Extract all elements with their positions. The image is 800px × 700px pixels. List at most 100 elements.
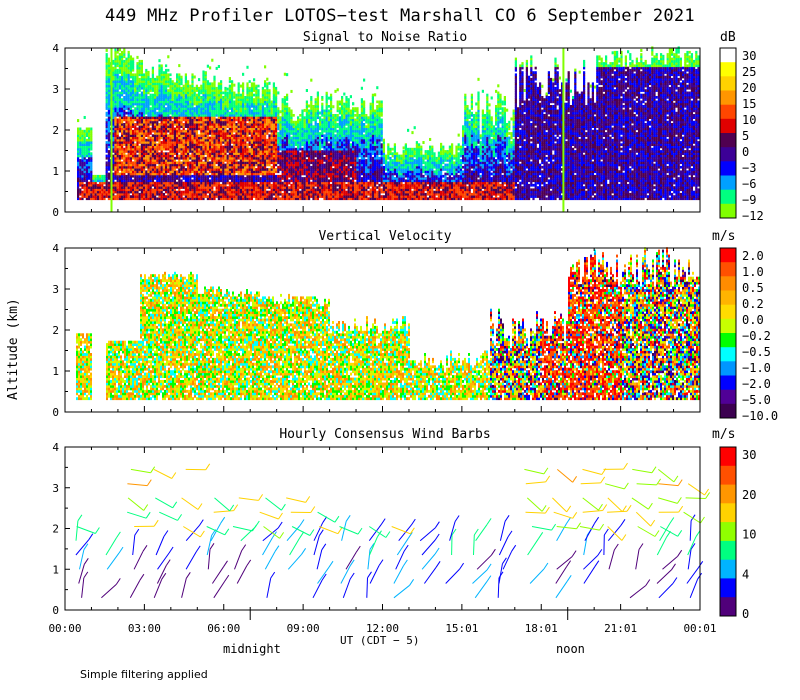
colorbar-1-label-0: 30 (742, 49, 756, 63)
x-tick-label-4: 12:00 (366, 622, 399, 635)
colorbar-1-label-4: 10 (742, 113, 756, 127)
y-tick-label-1-4: 4 (52, 42, 59, 55)
colorbar-2-label-0: 2.0 (742, 249, 764, 263)
colorbar-1-label-10: −12 (742, 209, 764, 223)
colorbar-2-label-10: −10.0 (742, 409, 778, 423)
x-tick-label-0: 00:00 (48, 622, 81, 635)
y-tick-label-2-3: 3 (52, 283, 59, 296)
colorbar-2-swatch-2 (720, 276, 736, 291)
colorbar-1-label-2: 20 (742, 81, 756, 95)
y-tick-label-3-0: 0 (52, 604, 59, 617)
y-tick-label-1-1: 1 (52, 165, 59, 178)
colorbar-1-swatch-2 (720, 76, 736, 91)
colorbar-1-label-8: −6 (742, 177, 756, 191)
colorbar-frame-3 (719, 446, 737, 617)
local-label-midnight: midnight (223, 642, 281, 656)
y-tick-label-1-0: 0 (52, 206, 59, 219)
colorbar-2-label-7: −1.0 (742, 361, 771, 375)
y-tick-label-2-0: 0 (52, 406, 59, 419)
colorbar-1-swatch-4 (720, 104, 736, 120)
colorbar-frame-1 (719, 47, 737, 219)
footnote: Simple filtering applied (80, 668, 208, 681)
x-tick-label-6: 18:01 (525, 622, 558, 635)
colorbar-2-swatch-10 (720, 389, 736, 405)
colorbar-3-label-4: 0 (742, 607, 749, 621)
colorbar-1-swatch-11 (720, 203, 736, 219)
colorbar-3-swatch-7 (720, 578, 736, 598)
colorbar-1-label-6: 0 (742, 145, 749, 159)
colorbar-2-label-3: 0.2 (742, 297, 764, 311)
y-tick-label-1-2: 2 (52, 124, 59, 137)
chart-title: 449 MHz Profiler LOTOS−test Marshall CO … (0, 6, 800, 26)
x-tick-label-1: 03:00 (128, 622, 161, 635)
wind-barbs (75, 462, 711, 599)
unit-snr: dB (720, 30, 736, 45)
colorbar-3-label-2: 10 (742, 528, 756, 542)
colorbar-2-swatch-9 (720, 375, 736, 391)
colorbar-2-swatch-5 (720, 318, 736, 334)
colorbar-2-label-2: 0.5 (742, 281, 764, 295)
y-tick-label-2-1: 1 (52, 365, 59, 378)
colorbar-1-swatch-9 (720, 175, 736, 191)
colorbar-1-label-9: −9 (742, 193, 756, 207)
colorbar-3-swatch-2 (720, 484, 736, 504)
y-tick-label-3-4: 4 (52, 441, 59, 454)
x-tick-label-3: 09:00 (287, 622, 320, 635)
colorbar-1-label-7: −3 (742, 161, 756, 175)
colorbar-1-swatch-6 (720, 133, 736, 148)
snr-field (77, 46, 700, 212)
colorbar-3-swatch-5 (720, 540, 736, 561)
colorbar-1-swatch-1 (720, 62, 736, 77)
colorbar-3-swatch-3 (720, 503, 736, 523)
snr-spike (110, 48, 113, 212)
colorbar-1-swatch-5 (720, 118, 736, 134)
colorbar-3-label-1: 20 (742, 488, 756, 502)
colorbar-2-swatch-0 (720, 248, 736, 263)
colorbar-3-swatch-6 (720, 559, 736, 579)
colorbar-2-swatch-1 (720, 262, 736, 277)
colorbar-2-swatch-6 (720, 333, 736, 348)
colorbar-2-swatch-3 (720, 290, 736, 306)
velocity-field (76, 247, 700, 401)
panel-title-snr: Signal to Noise Ratio (55, 30, 715, 45)
colorbar-3-label-0: 30 (742, 448, 756, 462)
colorbar-2-label-1: 1.0 (742, 265, 764, 279)
colorbar-2-label-4: 0.0 (742, 313, 764, 327)
y-tick-label-2-2: 2 (52, 324, 59, 337)
colorbar-3-swatch-4 (720, 522, 736, 542)
colorbar-2-label-6: −0.5 (742, 345, 771, 359)
panel-title-wind: Hourly Consensus Wind Barbs (55, 427, 715, 442)
colorbar-1-swatch-0 (720, 48, 736, 63)
local-label-noon: noon (556, 642, 585, 656)
unit-wind: m/s (712, 427, 735, 442)
x-tick-label-5: 15:01 (445, 622, 478, 635)
colorbar-2-label-8: −2.0 (742, 377, 771, 391)
x-tick-label-2: 06:00 (207, 622, 240, 635)
colorbar-2-swatch-8 (720, 361, 736, 376)
y-tick-label-1-3: 3 (52, 83, 59, 96)
colorbar-1-label-1: 25 (742, 65, 756, 79)
y-tick-label-2-4: 4 (52, 242, 59, 255)
colorbar-1-label-5: 5 (742, 129, 749, 143)
y-tick-label-3-2: 2 (52, 523, 59, 536)
colorbar-frame-2 (719, 247, 737, 419)
colorbar-2-swatch-7 (720, 347, 736, 362)
unit-velocity: m/s (712, 229, 735, 244)
colorbar-3-swatch-8 (720, 597, 736, 617)
panel-frame-3 (64, 446, 701, 611)
x-tick-label-8: 00:01 (683, 622, 716, 635)
colorbar-1-swatch-10 (720, 189, 736, 205)
colorbar-2-swatch-4 (720, 304, 736, 320)
colorbar-2-label-5: −0.2 (742, 329, 771, 343)
colorbar-3-swatch-0 (720, 447, 736, 467)
colorbar-1-label-3: 15 (742, 97, 756, 111)
colorbar-1-swatch-8 (720, 161, 736, 176)
colorbar-1-swatch-3 (720, 90, 736, 106)
colorbar-1-swatch-7 (720, 147, 736, 162)
colorbar-3-label-3: 4 (742, 567, 749, 581)
y-tick-label-3-3: 3 (52, 482, 59, 495)
snr-spike-2 (562, 48, 565, 212)
panel-title-velocity: Vertical Velocity (55, 229, 715, 244)
x-tick-label-7: 21:01 (604, 622, 637, 635)
